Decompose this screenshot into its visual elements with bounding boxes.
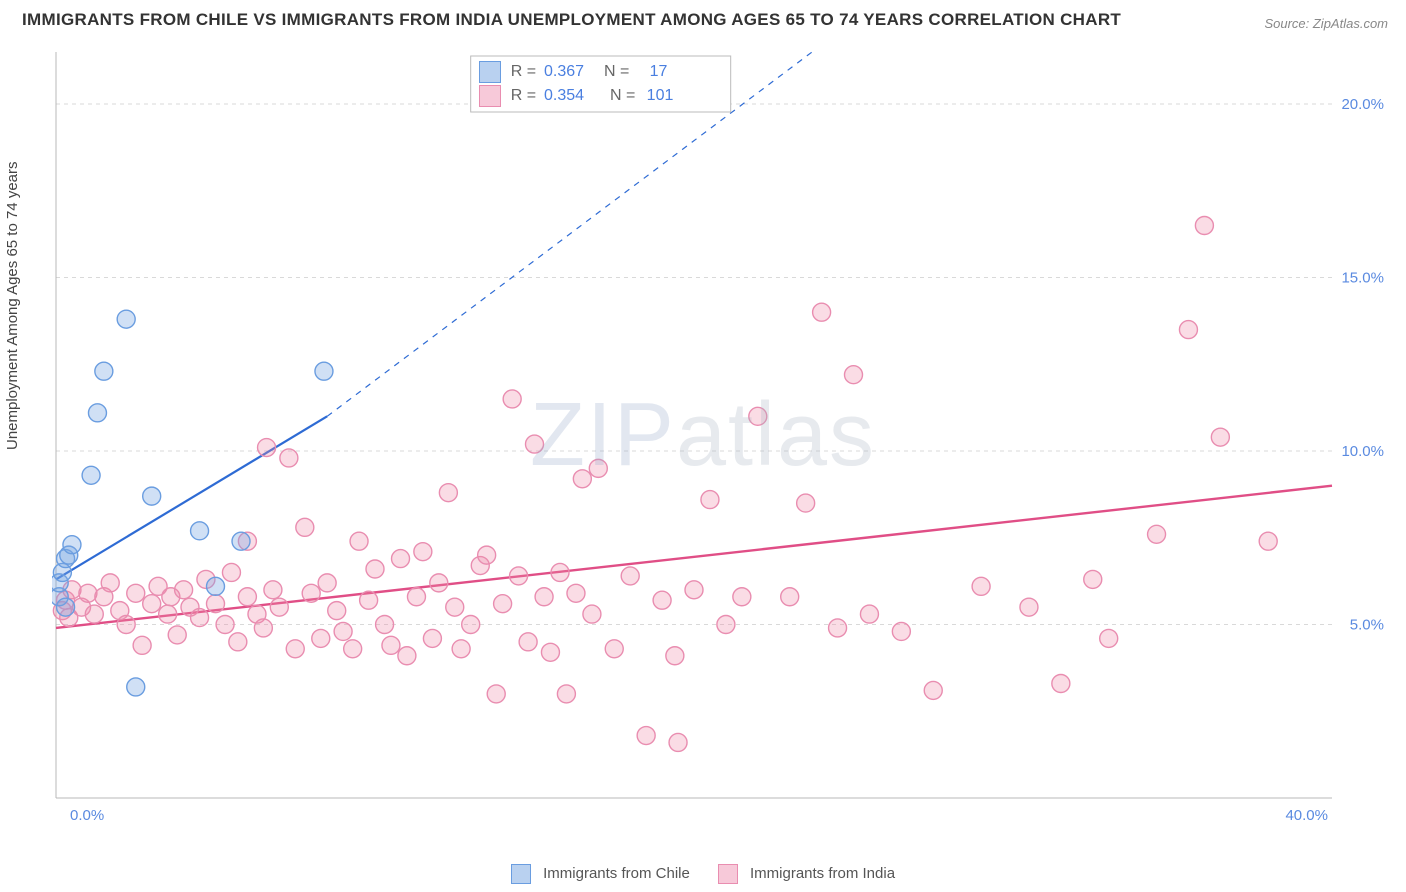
source-attribution: Source: ZipAtlas.com	[1264, 16, 1388, 31]
svg-text:10.0%: 10.0%	[1341, 443, 1384, 460]
r-label: R =	[511, 84, 536, 108]
legend-label-chile: Immigrants from Chile	[543, 865, 690, 882]
correlation-row-chile: R = 0.367 N = 17	[479, 60, 674, 84]
r-label: R =	[511, 60, 536, 84]
x-axis-legend: Immigrants from Chile Immigrants from In…	[0, 864, 1406, 884]
svg-text:15.0%: 15.0%	[1341, 270, 1384, 287]
svg-text:20.0%: 20.0%	[1341, 96, 1384, 113]
correlation-legend: R = 0.367 N = 17 R = 0.354 N = 101	[479, 60, 674, 108]
legend-label-india: Immigrants from India	[750, 865, 895, 882]
scatter-plot: 5.0% 10.0% 15.0% 20.0% 0.0% 40.0%	[52, 48, 1392, 838]
n-label: N =	[604, 60, 629, 84]
legend-item-chile: Immigrants from Chile	[511, 864, 690, 884]
n-value-chile: 17	[637, 60, 667, 84]
legend-item-india: Immigrants from India	[718, 864, 895, 884]
legend-swatch-india	[718, 864, 738, 884]
svg-text:40.0%: 40.0%	[1285, 807, 1328, 824]
svg-text:5.0%: 5.0%	[1350, 617, 1384, 634]
r-value-india: 0.354	[544, 84, 594, 108]
legend-swatch-chile	[511, 864, 531, 884]
chart-title: IMMIGRANTS FROM CHILE VS IMMIGRANTS FROM…	[22, 10, 1121, 30]
legend-swatch-icon	[479, 61, 501, 83]
legend-swatch-icon	[479, 85, 501, 107]
r-value-chile: 0.367	[544, 60, 594, 84]
svg-text:0.0%: 0.0%	[70, 807, 104, 824]
n-label: N =	[610, 84, 635, 108]
y-axis-label: Unemployment Among Ages 65 to 74 years	[4, 161, 21, 450]
n-value-india: 101	[643, 84, 673, 108]
correlation-row-india: R = 0.354 N = 101	[479, 84, 674, 108]
